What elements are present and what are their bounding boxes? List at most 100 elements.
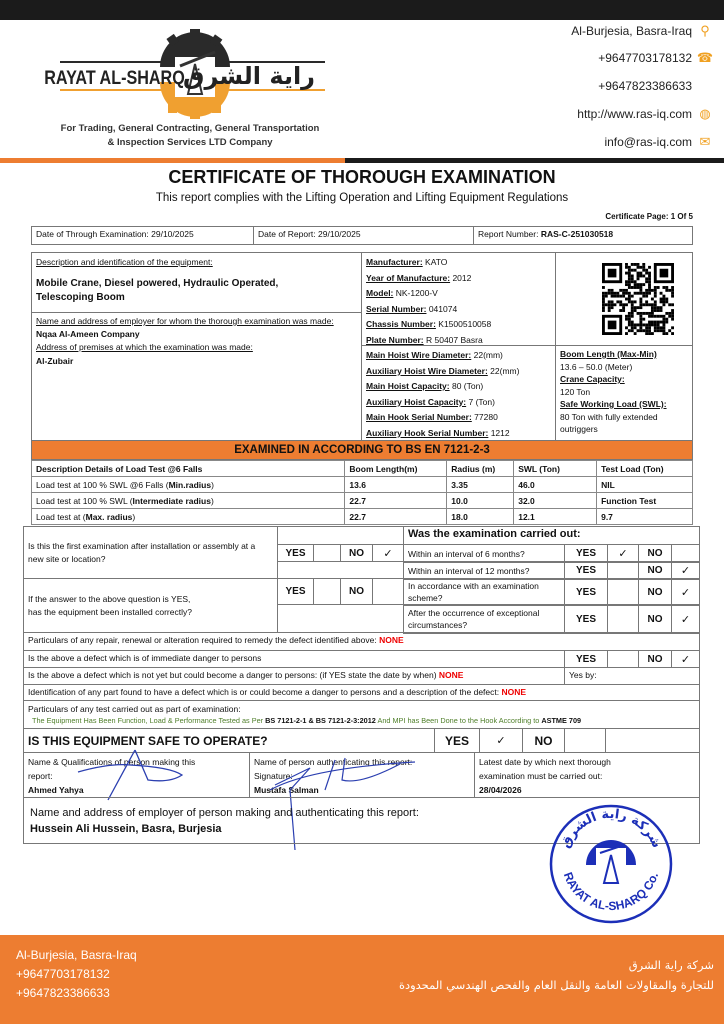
carried-out-no-box[interactable]: ✓ <box>671 604 700 634</box>
authenticator-signature <box>269 757 416 850</box>
aux-hook-serial: Auxiliary Hook Serial Number: 1212 <box>366 427 510 438</box>
q2-yes-label: YES <box>277 578 314 605</box>
carried-out-yes-label: YES <box>564 604 608 634</box>
table-row: Load test at 100 % SWL (Intermediate rad… <box>30 492 693 509</box>
carried-out-yes-box[interactable] <box>607 578 639 606</box>
immediate-yes-box[interactable] <box>607 650 639 668</box>
footer-phone-2: +9647823386633 <box>16 986 110 1000</box>
spec-year: Year of Manufacture: 2012 <box>366 272 472 283</box>
yes-by-field[interactable]: Yes by: <box>564 667 700 685</box>
spec-model: Model: NK-1200-V <box>366 288 438 298</box>
spec-serial: Serial Number: 041074 <box>366 303 458 314</box>
svg-text:راية الشرق: راية الشرق <box>183 62 315 90</box>
footer-arabic-name: شركة راية الشرق <box>628 958 714 972</box>
defect-identification: Identification of any part found to have… <box>23 684 700 701</box>
employer-info: Name and address of employer for whom th… <box>31 312 362 441</box>
contact-address: Al-Burjesia, Basra-Iraq ⚲ <box>571 23 712 38</box>
repair-particulars: Particulars of any repair, renewal or al… <box>23 632 700 651</box>
hoist-aux-capacity: Auxiliary Hoist Capacity: 7 (Ton) <box>366 396 495 407</box>
question-first-exam: Is this the first examination after inst… <box>23 526 278 579</box>
page-title: CERTIFICATE OF THOROUGH EXAMINATION <box>168 167 556 187</box>
standard-banner: EXAMINED IN ACCORDING TO BS EN 7121-2-3 <box>31 440 693 460</box>
q1-no-label: NO <box>340 544 373 562</box>
certificate-page-number: Certificate Page: 1 Of 5 <box>605 212 693 221</box>
contact-phone-1: +9647703178132 ☎ <box>598 50 714 65</box>
immediate-no-checkmark[interactable]: ✓ <box>671 650 700 668</box>
carried-out-no-box[interactable]: ✓ <box>671 578 700 606</box>
next-examination-date: Latest date by which next thorough exami… <box>474 752 700 798</box>
blank-cell <box>277 604 404 633</box>
contact-website[interactable]: http://www.ras-iq.com ◍ <box>577 106 711 121</box>
table-row: Load test at (Max. radius) 22.7 18.0 12.1 9.… <box>30 508 693 525</box>
question-installed-correctly: If the answer to the above question is Y… <box>23 578 278 633</box>
carried-out-yes-label: YES <box>564 578 608 606</box>
qr-code[interactable] <box>602 263 674 335</box>
table-row: Load test at 100 % SWL @6 Falls (Min.rad… <box>30 476 693 493</box>
spec-manufacturer: Manufacturer: KATO <box>366 257 448 267</box>
q2-no-label: NO <box>340 578 373 605</box>
footer-arabic-description: للتجارة والمقاولات العامة والنقل العام و… <box>398 978 714 992</box>
equipment-description: Description and identification of the eq… <box>31 252 362 313</box>
company-logo: RAYAT AL-SHARQ راية الشرق <box>40 22 340 122</box>
safe-no-label: NO <box>522 728 565 753</box>
company-tagline: For Trading, General Contracting, Genera… <box>40 122 340 150</box>
header-divider-black <box>345 158 724 163</box>
contact-email[interactable]: info@ras-iq.com ✉ <box>604 134 711 149</box>
carried-out-no-box[interactable] <box>671 544 700 563</box>
q1-yes-label: YES <box>277 544 314 562</box>
carried-out-yes-box[interactable] <box>607 604 639 634</box>
safe-no-box[interactable] <box>564 728 606 753</box>
location-pin-icon: ⚲ <box>700 23 710 38</box>
header-divider-orange <box>0 158 345 163</box>
globe-icon: ◍ <box>699 106 711 121</box>
hoist-aux-wire: Auxiliary Hoist Wire Diameter: 22(mm) <box>366 365 520 376</box>
tagline-line-2: & Inspection Services LTD Company <box>107 137 273 148</box>
potential-danger-question: Is the above a defect which is not yet b… <box>23 667 565 685</box>
immediate-yes-label: YES <box>564 650 608 668</box>
main-hook-serial: Main Hook Serial Number: 77280 <box>366 412 498 422</box>
immediate-danger-question: Is the above a defect which is of immedi… <box>23 650 565 668</box>
load-test-header: Description Details of Load Test @6 Fall… <box>30 460 693 477</box>
q2-yes-box[interactable] <box>313 578 341 605</box>
maker-signature <box>77 749 184 801</box>
contact-phone-2: +9647823386633 <box>598 79 692 93</box>
report-number: Report Number: RAS-C-251030518 <box>473 226 693 245</box>
safe-yes-label: YES <box>434 728 480 753</box>
page-footer: Al-Burjesia, Basra-Iraq +9647703178132 +… <box>0 935 724 1024</box>
load-test-table: Description Details of Load Test @6 Fall… <box>30 460 693 525</box>
blank-cell <box>277 561 404 579</box>
report-date: Date of Report: 29/10/2025 <box>253 226 474 245</box>
spec-plate: Plate Number: R 50407 Basra <box>366 334 483 345</box>
footer-phone-1: +9647703178132 <box>16 967 110 981</box>
exam-date: Date of Through Examination: 29/10/2025 <box>31 226 254 245</box>
carried-out-no-box[interactable]: ✓ <box>671 561 700 580</box>
carried-out-question: In accordance with an examination scheme… <box>403 578 565 606</box>
immediate-no-label: NO <box>638 650 672 668</box>
hoist-main-capacity: Main Hoist Capacity: 80 (Ton) <box>366 381 484 391</box>
blank-cell <box>605 728 700 753</box>
carried-out-heading: Was the examination carried out: <box>403 526 700 545</box>
qr-code-cell <box>555 252 693 346</box>
spec-chassis: Chassis Number: K1500510058 <box>366 319 492 329</box>
top-bar <box>0 0 724 20</box>
company-stamp: شركة راية الشرق RAYAT AL-SHARQ Co. <box>549 804 673 924</box>
q1-no-checkmark[interactable]: ✓ <box>372 544 404 562</box>
blank-cell <box>277 526 404 545</box>
test-particulars: Particulars of any test carried out as p… <box>23 700 700 729</box>
page-subtitle: This report complies with the Lifting Op… <box>155 192 569 204</box>
phone-icon: ☎ <box>696 50 714 65</box>
envelope-icon: ✉ <box>699 134 711 149</box>
hoist-specs: Main Hoist Wire Diameter: 22(mm) Auxilia… <box>361 345 556 441</box>
footer-address: Al-Burjesia, Basra-Iraq <box>16 948 137 962</box>
safe-yes-checkmark[interactable]: ✓ <box>479 728 523 753</box>
carried-out-no-label: NO <box>638 578 672 606</box>
employer-of-person: Name and address of employer of person m… <box>23 797 700 844</box>
carried-out-question: After the occurrence of exceptional circ… <box>403 604 565 634</box>
q1-yes-box[interactable] <box>313 544 341 562</box>
equipment-specs: Manufacturer: KATO Year of Manufacture: … <box>361 252 556 346</box>
q2-no-box[interactable] <box>372 578 404 605</box>
boom-capacity: Boom Length (Max-Min) 13.6 – 50.0 (Meter… <box>555 345 693 441</box>
svg-text:RAYAT AL-SHARQ: RAYAT AL-SHARQ <box>44 67 185 89</box>
hoist-main-wire: Main Hoist Wire Diameter: 22(mm) <box>366 350 503 360</box>
carried-out-no-label: NO <box>638 604 672 634</box>
